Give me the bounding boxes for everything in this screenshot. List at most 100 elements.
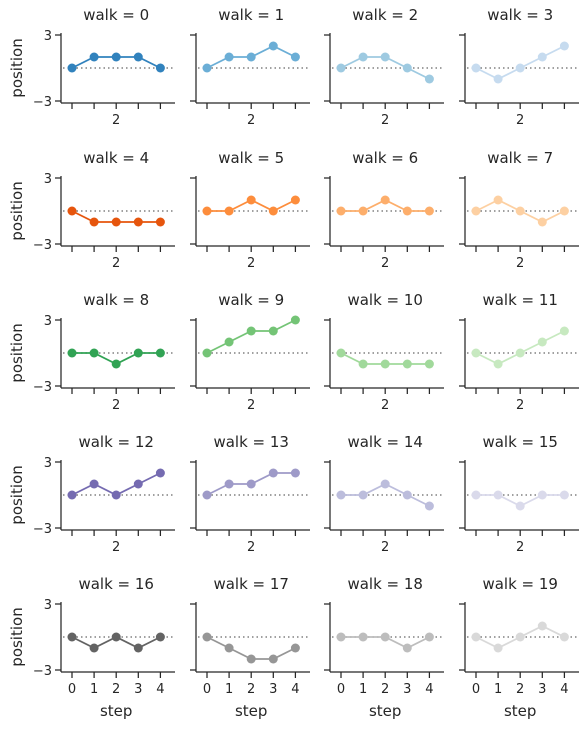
x-tick-label: 2	[112, 256, 120, 271]
panel-title: walk = 16	[78, 575, 154, 593]
facet-panel: walk = 19 0 1 2 3 4 step	[459, 575, 579, 720]
x-tick-label: 0	[68, 682, 76, 697]
data-point	[402, 359, 412, 369]
panel-title: walk = 9	[218, 291, 284, 309]
data-point	[155, 348, 165, 358]
y-axis-label: position	[8, 607, 26, 666]
data-point	[89, 479, 99, 489]
data-point	[358, 52, 368, 62]
data-point	[202, 490, 212, 500]
data-point	[246, 195, 256, 205]
y-tick-label: −3	[33, 238, 52, 253]
y-tick-label: 3	[44, 172, 52, 187]
x-tick-label: 3	[538, 682, 546, 697]
data-point	[559, 206, 569, 216]
data-point	[155, 217, 165, 227]
data-point	[537, 621, 547, 631]
y-tick-label: 3	[44, 314, 52, 329]
x-tick-label: 1	[225, 682, 233, 697]
y-tick-label: −3	[33, 380, 52, 395]
y-tick-label: 3	[44, 456, 52, 471]
data-point	[493, 490, 503, 500]
data-point	[358, 490, 368, 500]
data-point	[111, 490, 121, 500]
data-point	[515, 501, 525, 511]
data-point	[290, 643, 300, 653]
series-line	[206, 319, 296, 354]
data-point	[155, 468, 165, 478]
facet-panel: walk = 7 2	[459, 149, 579, 271]
data-point	[290, 468, 300, 478]
data-point	[471, 632, 481, 642]
data-point	[559, 41, 569, 51]
panel-title: walk = 8	[83, 291, 149, 309]
y-tick-label: −3	[33, 522, 52, 537]
data-point	[559, 326, 569, 336]
data-point	[89, 348, 99, 358]
data-point	[202, 63, 212, 73]
facet-panel: walk = 8 3 −3 2 position	[8, 291, 175, 413]
data-point	[268, 326, 278, 336]
x-tick-label: 2	[247, 682, 255, 697]
y-axis-label: position	[8, 38, 26, 97]
panel-title: walk = 4	[83, 149, 149, 167]
data-point	[336, 348, 346, 358]
panel-title: walk = 2	[352, 6, 418, 24]
facet-panel: walk = 13 2	[190, 433, 310, 555]
data-point	[268, 41, 278, 51]
data-point	[155, 63, 165, 73]
facet-panel: walk = 4 3 −3 2 position	[8, 149, 175, 271]
data-point	[246, 654, 256, 664]
x-axis-label: step	[504, 702, 536, 720]
data-point	[537, 52, 547, 62]
y-axis-label: position	[8, 323, 26, 382]
data-point	[515, 206, 525, 216]
data-point	[67, 206, 77, 216]
panel-title: walk = 0	[83, 6, 149, 24]
data-point	[471, 206, 481, 216]
data-point	[268, 468, 278, 478]
x-tick-label: 2	[247, 540, 255, 555]
y-tick-label: 3	[44, 598, 52, 613]
panel-title: walk = 14	[347, 433, 423, 451]
panel-title: walk = 3	[487, 6, 553, 24]
x-tick-label: 2	[112, 113, 120, 128]
facet-panel: walk = 11 2	[459, 291, 579, 413]
data-point	[471, 490, 481, 500]
x-tick-label: 2	[247, 256, 255, 271]
data-point	[493, 359, 503, 369]
data-point	[402, 490, 412, 500]
x-tick-label: 2	[516, 113, 524, 128]
data-point	[402, 63, 412, 73]
data-point	[290, 52, 300, 62]
x-tick-label: 4	[291, 682, 299, 697]
data-point	[224, 52, 234, 62]
x-tick-label: 2	[381, 540, 389, 555]
panel-title: walk = 10	[347, 291, 423, 309]
panel-title: walk = 7	[487, 149, 553, 167]
x-axis-label: step	[369, 702, 401, 720]
facet-panel: walk = 14 2	[324, 433, 444, 555]
data-point	[559, 632, 569, 642]
x-tick-label: 3	[134, 682, 142, 697]
x-tick-label: 2	[112, 540, 120, 555]
y-tick-label: −3	[33, 664, 52, 679]
data-point	[493, 195, 503, 205]
data-point	[424, 74, 434, 84]
data-point	[559, 490, 569, 500]
facet-panel: walk = 1 2	[190, 6, 310, 128]
data-point	[380, 52, 390, 62]
data-point	[202, 206, 212, 216]
series-line	[475, 45, 565, 81]
data-point	[89, 52, 99, 62]
data-point	[402, 643, 412, 653]
data-point	[290, 315, 300, 325]
data-point	[471, 63, 481, 73]
facet-panel: walk = 9 2	[190, 291, 310, 413]
data-point	[224, 643, 234, 653]
facet-panel: walk = 18 0 1 2 3 4 step	[324, 575, 444, 720]
y-tick-label: 3	[44, 29, 52, 44]
data-point	[67, 348, 77, 358]
facet-panel: walk = 15 2	[459, 433, 579, 555]
data-point	[358, 206, 368, 216]
